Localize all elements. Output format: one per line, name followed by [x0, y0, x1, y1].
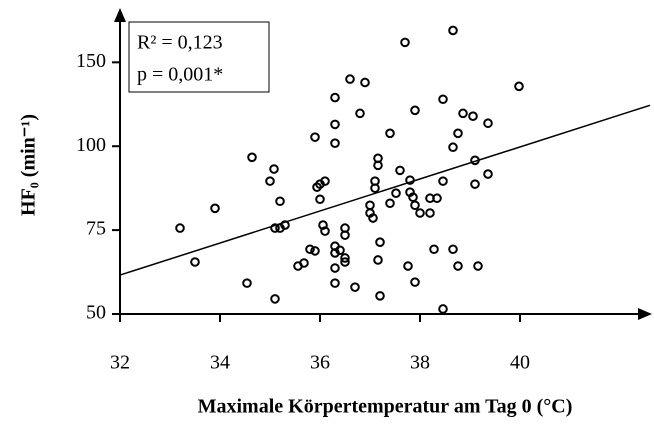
point [269, 164, 279, 174]
point [365, 200, 375, 211]
point [429, 244, 439, 255]
point [373, 255, 383, 265]
point [355, 108, 365, 119]
point [210, 203, 220, 214]
y-tick-label: 100 [76, 134, 106, 156]
point [373, 160, 383, 171]
annotation-box [128, 21, 270, 93]
point [415, 208, 425, 218]
point [438, 94, 448, 105]
point [299, 258, 309, 268]
point [432, 193, 442, 204]
trend-line [119, 104, 651, 276]
x-tick-label: 38 [410, 352, 430, 374]
point [340, 253, 350, 263]
x-tick-label: 34 [210, 352, 230, 374]
point [385, 128, 395, 139]
point [370, 183, 380, 193]
point [368, 213, 378, 223]
point [270, 223, 280, 233]
x-tick-label: 36 [310, 352, 330, 374]
point [473, 261, 483, 271]
point [453, 261, 463, 271]
point [425, 208, 435, 218]
y-tick-label: 150 [76, 50, 106, 72]
point [438, 304, 448, 314]
point [320, 226, 330, 236]
point [310, 132, 320, 142]
point [310, 246, 320, 256]
point [315, 194, 325, 205]
point [360, 77, 370, 88]
point [458, 108, 468, 119]
point [330, 248, 340, 258]
point [190, 257, 200, 267]
point [410, 200, 420, 211]
point [468, 111, 478, 121]
point [438, 176, 448, 186]
point [453, 128, 463, 139]
y-axis-arrow [114, 8, 126, 22]
x-tick-label: 32 [110, 352, 130, 374]
point [483, 169, 493, 179]
point [410, 105, 420, 116]
point [280, 220, 290, 230]
annotation: R² = 0,123 [137, 32, 223, 54]
point [514, 81, 524, 92]
point [448, 244, 458, 255]
point [270, 294, 280, 304]
y-tick-label: 75 [86, 218, 106, 240]
point [330, 119, 340, 130]
point [330, 278, 340, 288]
point [375, 291, 385, 301]
y-tick-label: 50 [86, 302, 106, 324]
point [330, 138, 340, 149]
point [175, 223, 185, 233]
x-axis-arrow [638, 308, 652, 320]
point [247, 152, 257, 163]
point [320, 176, 330, 186]
point [330, 92, 340, 103]
x-axis-label: Maximale Körpertemperatur am Tag 0 (°C) [198, 396, 573, 418]
point [375, 237, 385, 247]
annotation: p = 0,001* [137, 64, 223, 86]
point [470, 179, 480, 189]
point [403, 261, 413, 271]
point [483, 118, 493, 129]
point [391, 188, 401, 198]
point [345, 74, 355, 84]
point [330, 263, 340, 273]
point [405, 175, 415, 185]
point [275, 196, 285, 207]
point [305, 244, 315, 255]
point [410, 277, 420, 287]
point [448, 142, 458, 153]
point [340, 230, 350, 240]
point [350, 282, 360, 292]
point [470, 155, 480, 166]
point [448, 25, 458, 36]
point [400, 37, 410, 48]
point [385, 198, 395, 209]
point [340, 257, 350, 267]
point [265, 176, 275, 186]
x-tick-label: 40 [510, 352, 530, 374]
point [242, 278, 252, 288]
point [395, 165, 405, 176]
y-axis-label: HF₀ (min⁻¹) [18, 114, 40, 216]
